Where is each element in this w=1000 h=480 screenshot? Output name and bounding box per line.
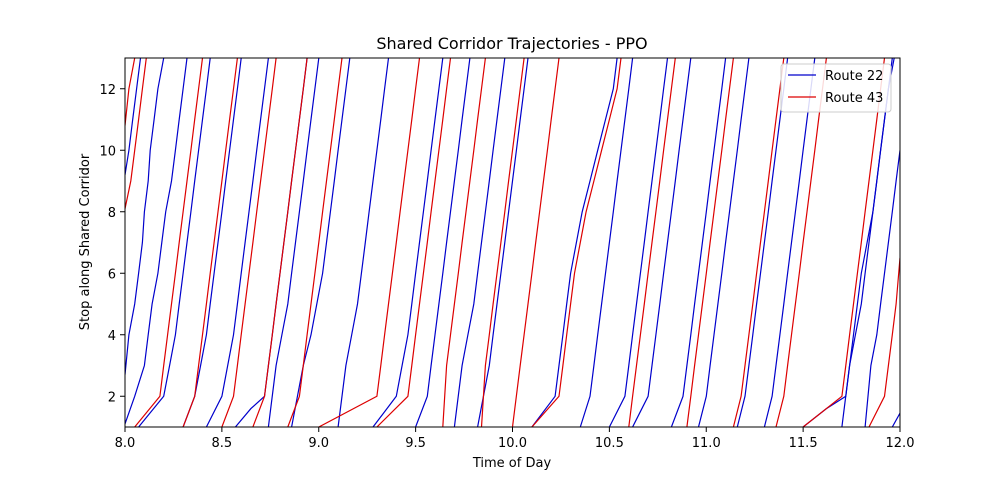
y-axis: 2 4 6 8 10 12 — [99, 83, 125, 405]
y-tick-label: 6 — [108, 267, 116, 282]
route-22-trip-line — [736, 58, 789, 427]
route-22-trip-line — [531, 58, 618, 427]
route-22-trip-line — [138, 58, 211, 427]
route-22-trip-line — [579, 58, 634, 427]
legend: Route 22 Route 43 — [780, 63, 892, 113]
x-tick-label: 12.0 — [886, 436, 915, 451]
route-22-trip-line — [372, 58, 444, 427]
x-tick-label: 9.5 — [405, 436, 426, 451]
route-43-trip-line — [252, 58, 308, 427]
route-22-trip-line — [182, 58, 242, 427]
y-tick-label: 8 — [108, 206, 116, 221]
chart-title: Shared Corridor Trajectories - PPO — [376, 34, 647, 53]
route-43-trip-line — [376, 58, 452, 427]
route-43-trip-line — [531, 58, 622, 427]
route-22-trip-line — [763, 58, 816, 427]
y-tick-label: 12 — [99, 83, 116, 98]
route-43-trip-line — [182, 58, 238, 427]
route-22-trip-line — [205, 58, 269, 427]
y-tick-label: 10 — [99, 144, 116, 159]
route-43-trip-line — [221, 58, 277, 427]
x-tick-label: 9.0 — [308, 436, 329, 451]
y-tick-label: 2 — [108, 390, 116, 405]
route-43-trip-line — [480, 58, 525, 427]
route-22-trip-line — [632, 58, 692, 427]
route-43-trip-line — [134, 58, 204, 427]
route-43-trip-line — [287, 58, 343, 427]
route-22-trip-line — [125, 58, 165, 375]
legend-box — [780, 63, 892, 113]
route-43-trip-line — [868, 257, 900, 427]
route-43-trip-line — [628, 58, 676, 427]
x-tick-label: 11.5 — [789, 436, 818, 451]
x-tick-label: 10.5 — [595, 436, 624, 451]
series-route-22 — [125, 58, 900, 427]
route-43-trip-line — [802, 58, 886, 427]
route-22-trip-line — [415, 58, 471, 427]
route-22-trip-line — [125, 58, 142, 175]
series-layer — [125, 58, 900, 427]
x-axis: 8.0 8.5 9.0 9.5 10.0 10.5 11.0 11.5 12.0 — [115, 427, 915, 451]
x-tick-label: 10.0 — [498, 436, 527, 451]
legend-label-route-22: Route 22 — [825, 69, 883, 84]
route-22-trip-line — [670, 58, 727, 427]
x-tick-label: 11.0 — [692, 436, 721, 451]
route-22-trip-line — [125, 58, 188, 425]
y-tick-label: 4 — [108, 329, 116, 344]
x-tick-label: 8.0 — [115, 436, 136, 451]
series-route-43 — [125, 58, 900, 427]
route-43-trip-line — [775, 58, 827, 427]
route-22-trip-line — [891, 412, 900, 427]
route-43-trip-line — [125, 58, 147, 209]
route-22-trip-line — [337, 58, 390, 427]
route-43-trip-line — [125, 58, 136, 126]
route-43-trip-line — [442, 58, 486, 427]
route-43-trip-line — [686, 58, 734, 427]
route-22-trip-line — [608, 58, 669, 427]
legend-label-route-43: Route 43 — [825, 91, 883, 106]
route-43-trip-line — [318, 58, 421, 427]
route-22-trip-line — [453, 58, 506, 427]
route-22-trip-line — [841, 58, 893, 427]
y-axis-label: Stop along Shared Corridor — [78, 153, 93, 330]
route-22-trip-line — [291, 58, 351, 427]
route-43-trip-line — [732, 58, 785, 427]
route-22-trip-line — [267, 58, 320, 427]
x-axis-label: Time of Day — [472, 456, 552, 471]
route-22-trip-line — [477, 58, 529, 427]
route-22-trip-line — [697, 58, 750, 427]
route-43-trip-line — [511, 58, 560, 427]
x-tick-label: 8.5 — [212, 436, 233, 451]
route-22-trip-line — [864, 150, 900, 427]
